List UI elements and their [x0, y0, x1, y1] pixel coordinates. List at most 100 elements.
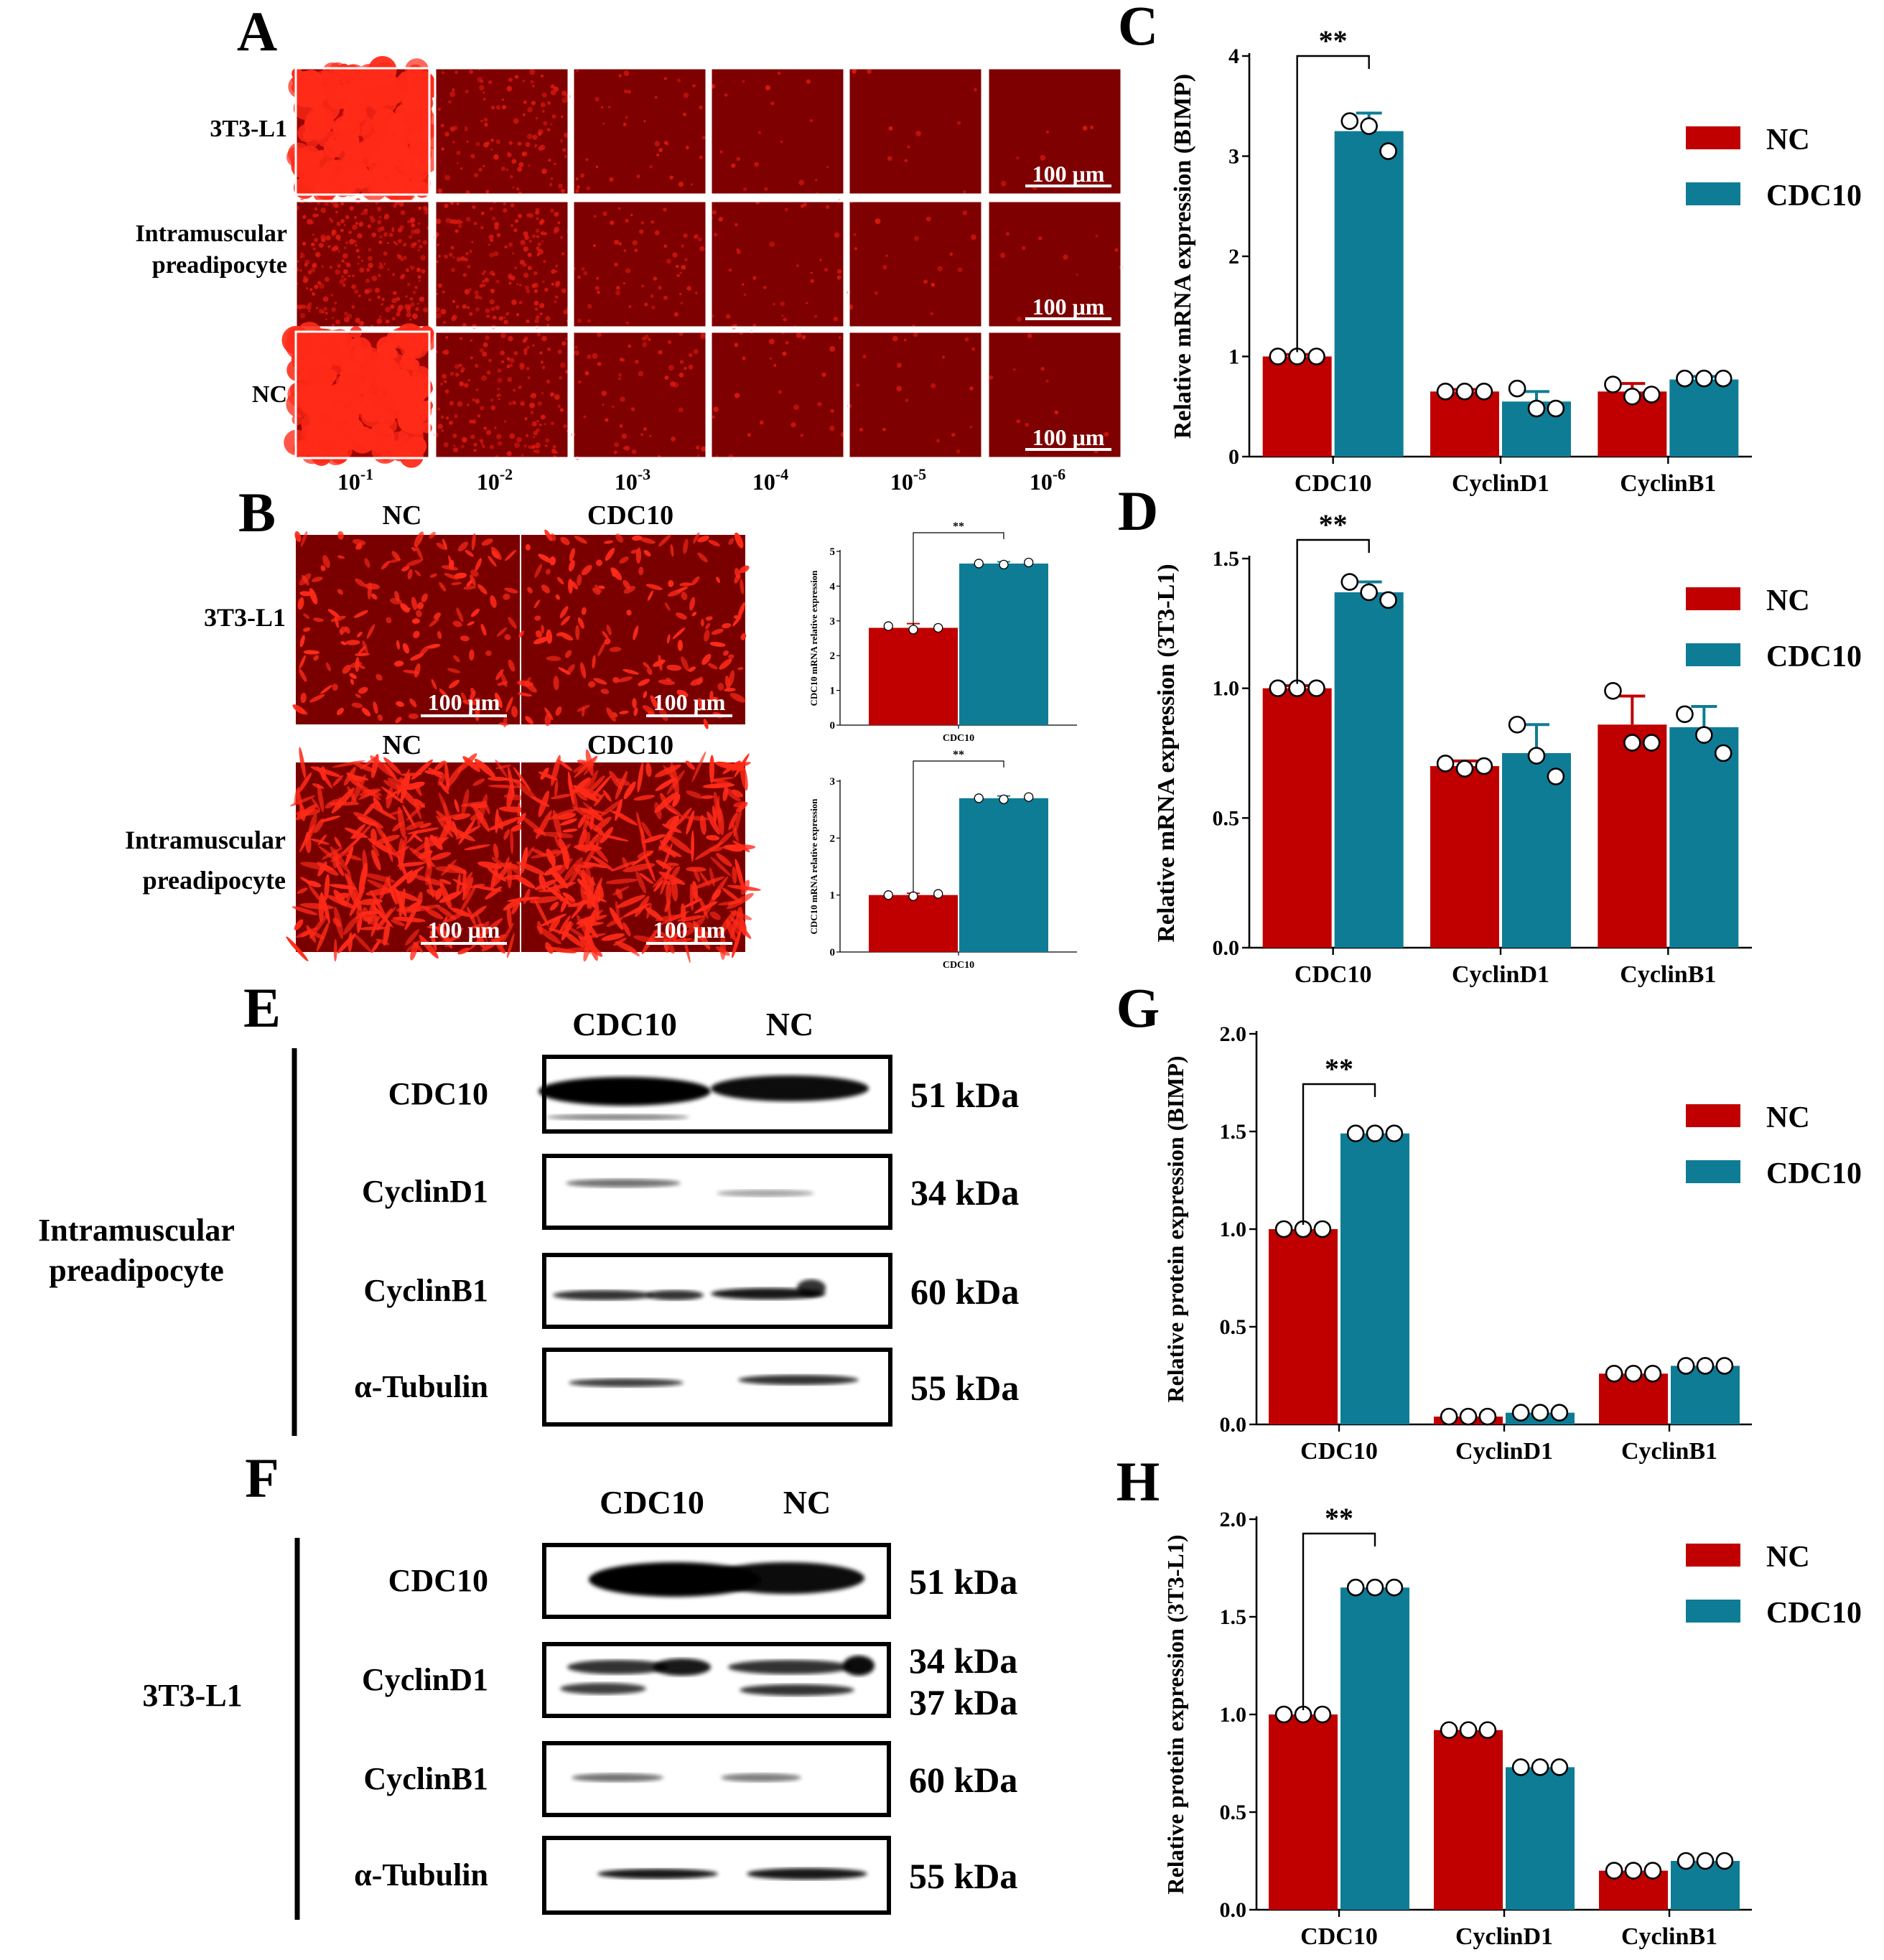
cell	[467, 621, 475, 626]
cell	[414, 801, 422, 820]
cell	[431, 678, 437, 690]
cell-dot	[442, 350, 446, 354]
cell-dot	[485, 308, 490, 314]
cell-dot	[444, 203, 449, 208]
cell-dot	[440, 309, 447, 314]
cell-dot	[495, 105, 501, 110]
cell-dot	[474, 172, 479, 178]
cell-dot	[491, 216, 496, 221]
cell-dot	[833, 317, 839, 322]
cell	[573, 762, 588, 773]
cell-dot	[507, 376, 513, 383]
cell-cluster	[301, 167, 323, 189]
bar-nc	[1430, 391, 1499, 457]
cell-dot	[806, 302, 808, 304]
cell	[424, 878, 444, 886]
protein-band	[717, 1190, 814, 1197]
cell-dot	[406, 282, 411, 286]
cell-dot	[460, 256, 465, 261]
cell	[444, 760, 449, 791]
cell-dot	[666, 258, 671, 264]
cell	[663, 765, 678, 784]
cell	[310, 766, 341, 778]
cell-dot	[1037, 236, 1043, 241]
cell-dot	[472, 205, 476, 210]
data-point	[1623, 734, 1641, 752]
cell	[370, 890, 387, 920]
data-point	[1695, 726, 1713, 745]
cell-dot	[769, 241, 775, 248]
cell	[350, 661, 363, 668]
panel-b-tile: 100 μm	[507, 749, 761, 963]
cell-dot	[636, 174, 640, 179]
cell-dot	[1000, 180, 1007, 187]
cell	[600, 689, 610, 694]
cell-cluster	[336, 129, 360, 152]
cell-dot	[508, 401, 513, 406]
data-point	[1024, 557, 1034, 568]
cell	[410, 653, 424, 661]
cell	[411, 597, 418, 610]
cell-dot	[441, 429, 444, 432]
cell	[508, 617, 517, 629]
cell	[426, 889, 442, 897]
cell	[615, 770, 628, 800]
significance-bracket	[1302, 1532, 1376, 1710]
legend-swatch	[1686, 126, 1740, 149]
cell-dot	[1095, 234, 1099, 238]
cell	[702, 891, 719, 919]
cell	[561, 947, 589, 953]
cell-dot	[330, 294, 334, 297]
cell-dot	[699, 246, 705, 252]
cell-dot	[621, 433, 628, 439]
cell-dot	[743, 187, 747, 192]
cell-dot	[519, 362, 525, 368]
cell-dot	[576, 185, 580, 190]
tile-border	[847, 330, 984, 459]
cell	[562, 892, 576, 902]
cell	[731, 789, 743, 798]
cell-dot	[478, 167, 482, 172]
cell	[383, 920, 391, 946]
cell	[686, 867, 706, 872]
cell-dot	[821, 372, 826, 378]
cell	[377, 714, 383, 722]
cell-dot	[1006, 232, 1009, 236]
cell-dot	[656, 153, 660, 157]
cell	[612, 568, 617, 577]
cell-cluster	[325, 347, 337, 360]
cell	[488, 556, 497, 567]
cell	[439, 582, 447, 592]
cell	[334, 836, 342, 848]
kda-label: 55 kDa	[909, 1856, 1017, 1896]
cell-dot	[543, 121, 548, 126]
cell-dot	[759, 420, 764, 425]
x-category-label: CyclinD1	[1455, 1438, 1553, 1465]
cell-dot	[539, 144, 546, 150]
cell-dot	[551, 282, 554, 286]
cell-dot	[736, 157, 741, 162]
x-category-label: CyclinD1	[1455, 1923, 1553, 1950]
cell-dot	[622, 122, 627, 126]
tile-background	[573, 68, 706, 195]
cell	[400, 774, 411, 803]
cell	[343, 916, 358, 935]
cell-dot	[964, 337, 969, 342]
legend-swatch	[1686, 587, 1740, 610]
cell-dot	[365, 278, 370, 284]
cell	[533, 898, 549, 927]
cell	[370, 593, 378, 600]
data-point	[1360, 117, 1378, 135]
cell-dot	[560, 408, 563, 411]
protein-band	[572, 1773, 663, 1782]
cell-dot	[511, 159, 517, 164]
cell	[575, 625, 580, 640]
cell-dot	[510, 224, 514, 228]
cell	[355, 578, 366, 587]
cell	[358, 686, 368, 694]
cell	[553, 676, 559, 691]
cell-dot	[344, 261, 348, 264]
legend-swatch	[1686, 1544, 1740, 1567]
y-tick-label: 5	[830, 546, 836, 558]
